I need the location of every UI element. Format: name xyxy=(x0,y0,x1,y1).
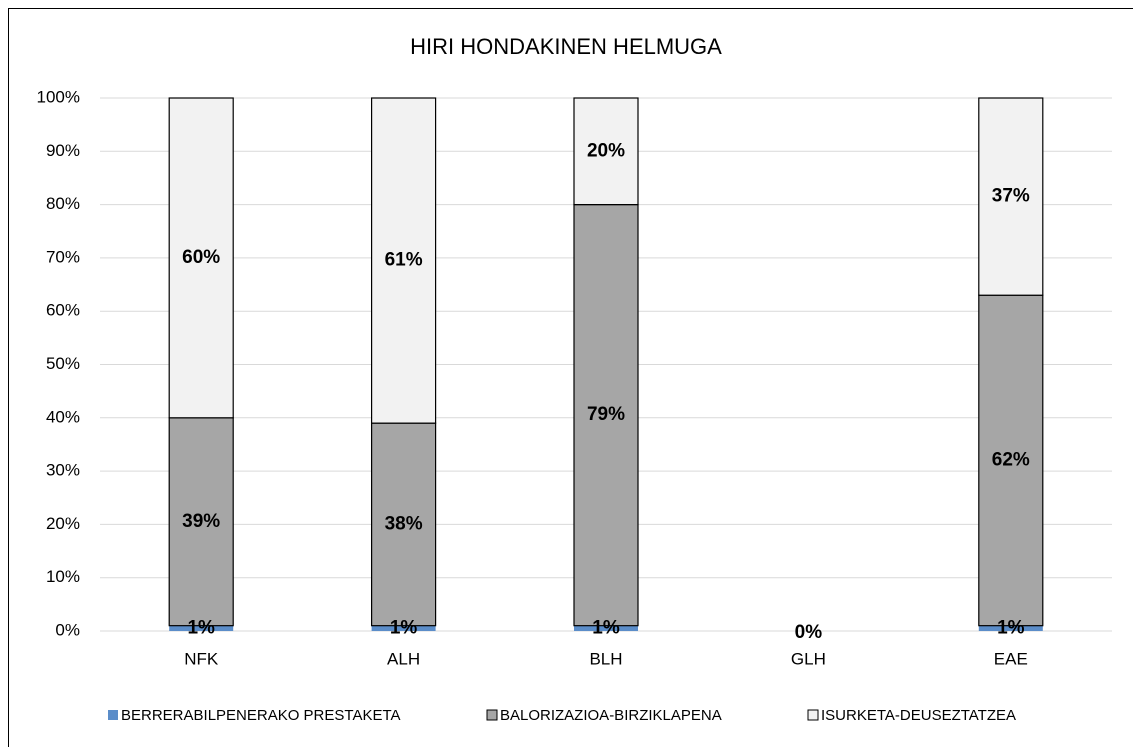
value-label: 61% xyxy=(385,250,423,271)
value-label: 20% xyxy=(587,140,625,161)
x-tick-label: NFK xyxy=(184,649,219,668)
value-label: 62% xyxy=(992,449,1030,470)
bar-segment xyxy=(978,294,1044,627)
x-tick-label: EAE xyxy=(994,649,1028,668)
x-tick-label: ALH xyxy=(387,649,420,668)
legend-swatch xyxy=(486,709,498,721)
y-tick-label: 20% xyxy=(46,514,80,533)
y-tick-label: 40% xyxy=(46,407,80,426)
legend-label: ISURKETA-DEUSEZTATZEA xyxy=(821,707,1016,724)
bar-segment xyxy=(573,97,639,206)
value-label: 1% xyxy=(187,617,215,638)
legend-swatch xyxy=(807,709,819,721)
bar-segment xyxy=(574,625,638,631)
chart-title: HIRI HONDAKINEN HELMUGA xyxy=(410,34,722,59)
legend-label: BERRERABILPENERAKO PRESTAKETA xyxy=(121,707,401,724)
bar-segment xyxy=(371,97,437,424)
y-tick-label: 0% xyxy=(55,620,80,639)
y-tick-label: 70% xyxy=(46,247,80,266)
bar-segment xyxy=(978,625,1043,631)
y-tick-label: 100% xyxy=(37,87,80,106)
bar-segment xyxy=(978,97,1044,296)
y-tick-label: 80% xyxy=(46,194,80,213)
legend-label: BALORIZAZIOA-BIRZIKLAPENA xyxy=(500,707,722,724)
legend-swatch xyxy=(108,710,118,720)
value-label: 0% xyxy=(795,622,823,643)
value-label: 37% xyxy=(992,186,1030,207)
bar-segment xyxy=(168,417,234,627)
x-tick-label: BLH xyxy=(589,649,622,668)
value-label: 60% xyxy=(182,247,220,268)
y-tick-label: 30% xyxy=(46,461,80,480)
value-label: 1% xyxy=(592,617,620,638)
value-label: 1% xyxy=(390,617,418,638)
bar-segment xyxy=(169,625,234,631)
y-tick-label: 10% xyxy=(46,567,80,586)
value-label: 1% xyxy=(997,617,1025,638)
bar-segment xyxy=(168,97,234,419)
bar-segment xyxy=(371,422,437,627)
value-label: 39% xyxy=(182,511,220,532)
value-label: 38% xyxy=(385,513,423,534)
value-label: 79% xyxy=(587,404,625,425)
bar-segment xyxy=(573,204,639,627)
bar-segment xyxy=(371,625,436,631)
y-tick-label: 90% xyxy=(46,141,80,160)
y-tick-label: 60% xyxy=(46,301,80,320)
x-tick-label: GLH xyxy=(791,649,826,668)
y-tick-label: 50% xyxy=(46,354,80,373)
